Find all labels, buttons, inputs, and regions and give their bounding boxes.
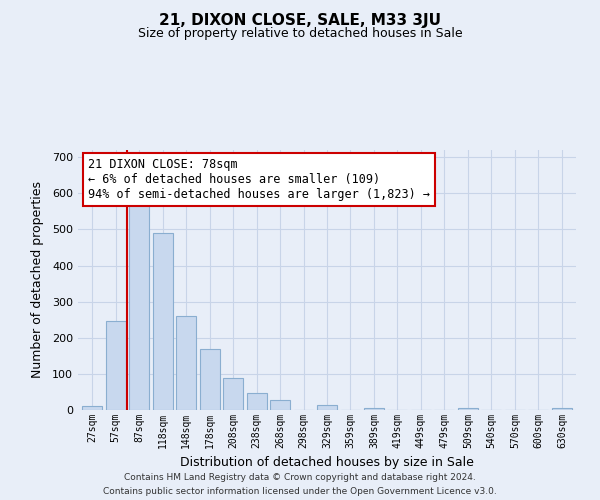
Bar — [200, 348, 220, 410]
Bar — [552, 408, 572, 410]
Text: 21 DIXON CLOSE: 78sqm
← 6% of detached houses are smaller (109)
94% of semi-deta: 21 DIXON CLOSE: 78sqm ← 6% of detached h… — [88, 158, 430, 201]
Bar — [152, 232, 173, 410]
Bar — [129, 204, 149, 410]
Bar — [82, 406, 102, 410]
Bar — [270, 400, 290, 410]
Text: Size of property relative to detached houses in Sale: Size of property relative to detached ho… — [137, 28, 463, 40]
Bar — [247, 393, 266, 410]
X-axis label: Distribution of detached houses by size in Sale: Distribution of detached houses by size … — [180, 456, 474, 469]
Bar — [176, 316, 196, 410]
Bar — [364, 408, 384, 410]
Y-axis label: Number of detached properties: Number of detached properties — [31, 182, 44, 378]
Bar — [458, 408, 478, 410]
Bar — [106, 321, 125, 410]
Text: Contains public sector information licensed under the Open Government Licence v3: Contains public sector information licen… — [103, 486, 497, 496]
Text: Contains HM Land Registry data © Crown copyright and database right 2024.: Contains HM Land Registry data © Crown c… — [124, 473, 476, 482]
Bar — [223, 378, 243, 410]
Text: 21, DIXON CLOSE, SALE, M33 3JU: 21, DIXON CLOSE, SALE, M33 3JU — [159, 12, 441, 28]
Bar — [317, 406, 337, 410]
